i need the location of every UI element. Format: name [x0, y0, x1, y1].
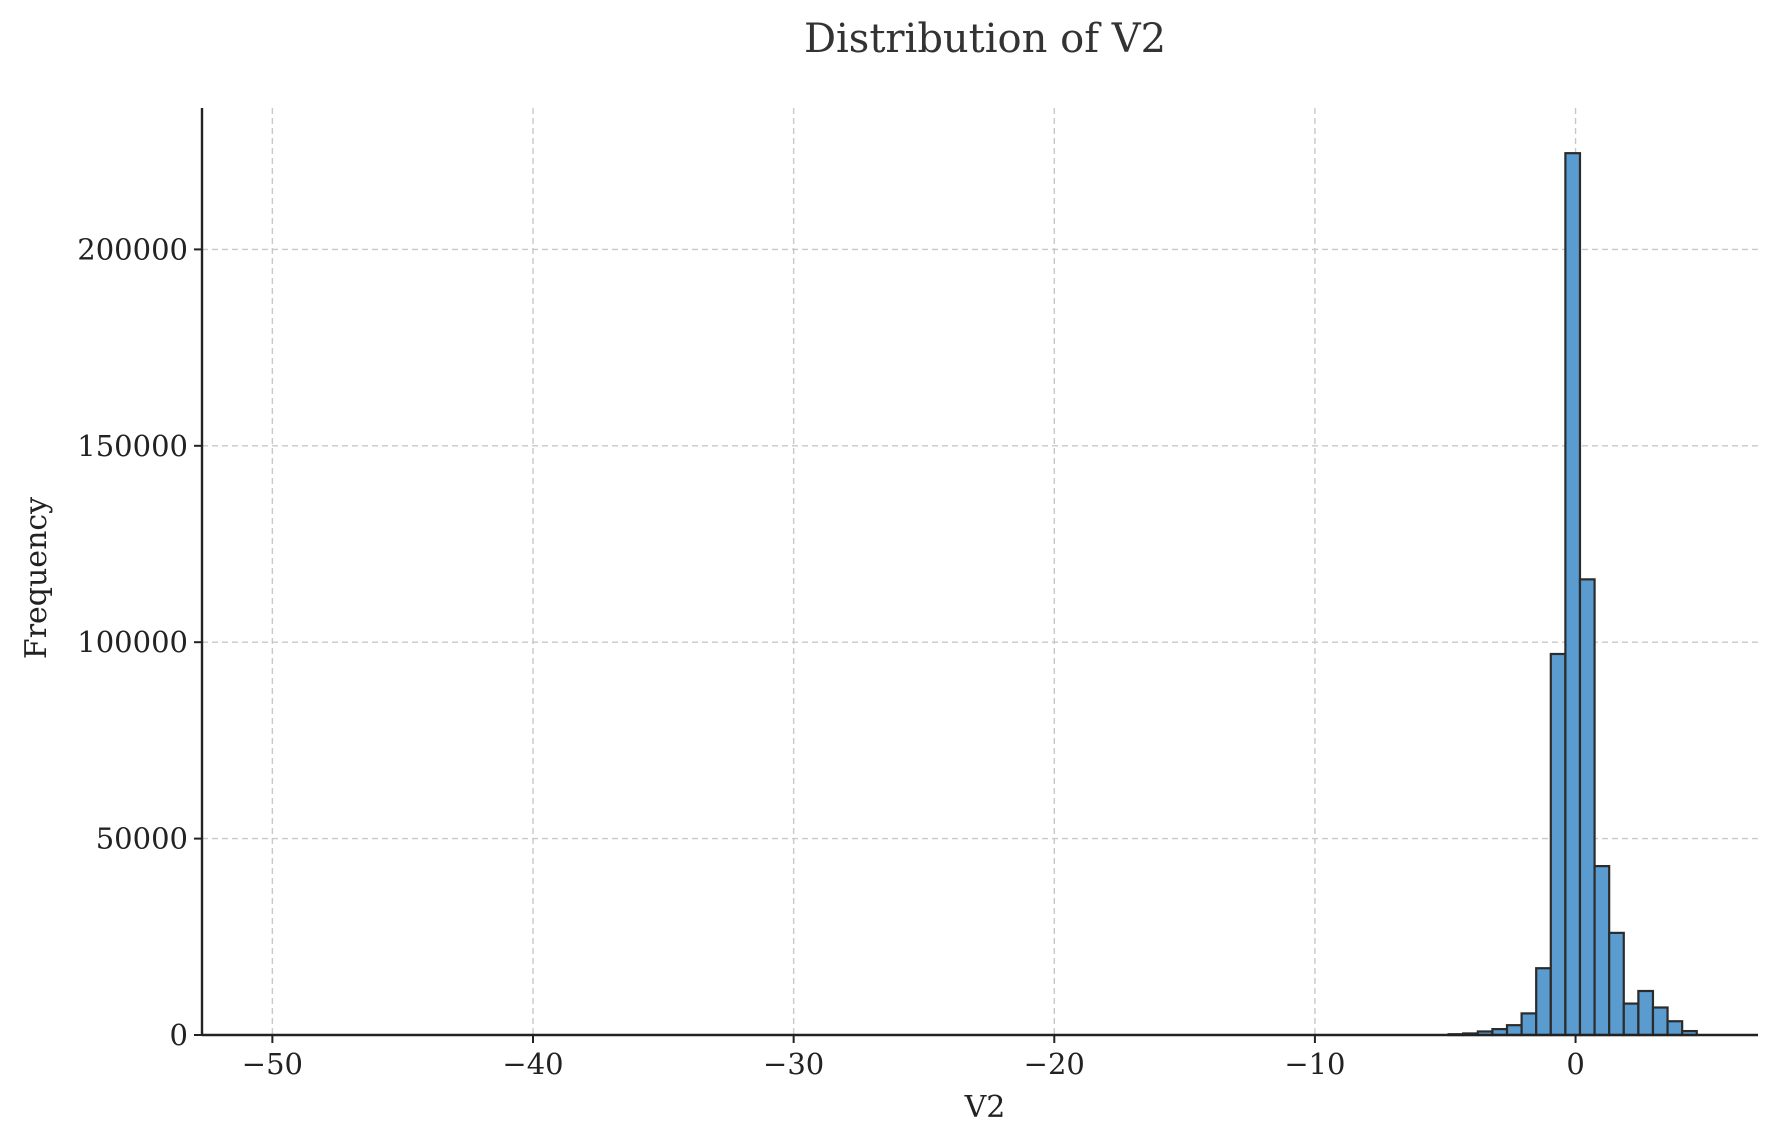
histogram-bar	[1608, 931, 1625, 1037]
histogram-bar	[1622, 1002, 1640, 1037]
y-tick-label: 0	[170, 1018, 188, 1052]
x-tick-label: −40	[502, 1047, 563, 1081]
chart-title: Distribution of V2	[804, 16, 1166, 62]
y-tick-label: 150000	[77, 429, 188, 463]
x-tick-label: −50	[242, 1047, 303, 1081]
x-tick-label: −30	[763, 1047, 824, 1081]
histogram-bar	[1505, 1024, 1523, 1037]
histogram-bar	[1593, 864, 1611, 1037]
y-tick-label: 200000	[77, 232, 188, 266]
y-axis-label: Frequency	[19, 497, 54, 659]
x-axis-label: V2	[964, 1090, 1006, 1125]
histogram-bar	[1564, 152, 1582, 1037]
histogram-bar	[1520, 1012, 1538, 1037]
histogram-bar	[1666, 1020, 1684, 1037]
y-tick-label: 50000	[96, 822, 188, 856]
histogram-bar	[1535, 967, 1552, 1037]
x-tick-label: −10	[1284, 1047, 1345, 1081]
histogram-bar	[1637, 989, 1655, 1037]
x-tick-label: 0	[1566, 1047, 1584, 1081]
histogram-bar	[1651, 1006, 1669, 1037]
x-tick-label: −20	[1024, 1047, 1085, 1081]
tick-layer: −50 −40 −30 −20 −10 0 0 50000 100000 150000 200000	[77, 232, 1584, 1081]
histogram-bar	[1578, 578, 1596, 1037]
y-tick-label: 100000	[77, 625, 188, 659]
axis-layer	[200, 108, 1758, 1037]
bar-layer	[1447, 152, 1698, 1037]
histogram-bar	[1549, 652, 1567, 1037]
grid-layer	[202, 108, 1758, 1035]
